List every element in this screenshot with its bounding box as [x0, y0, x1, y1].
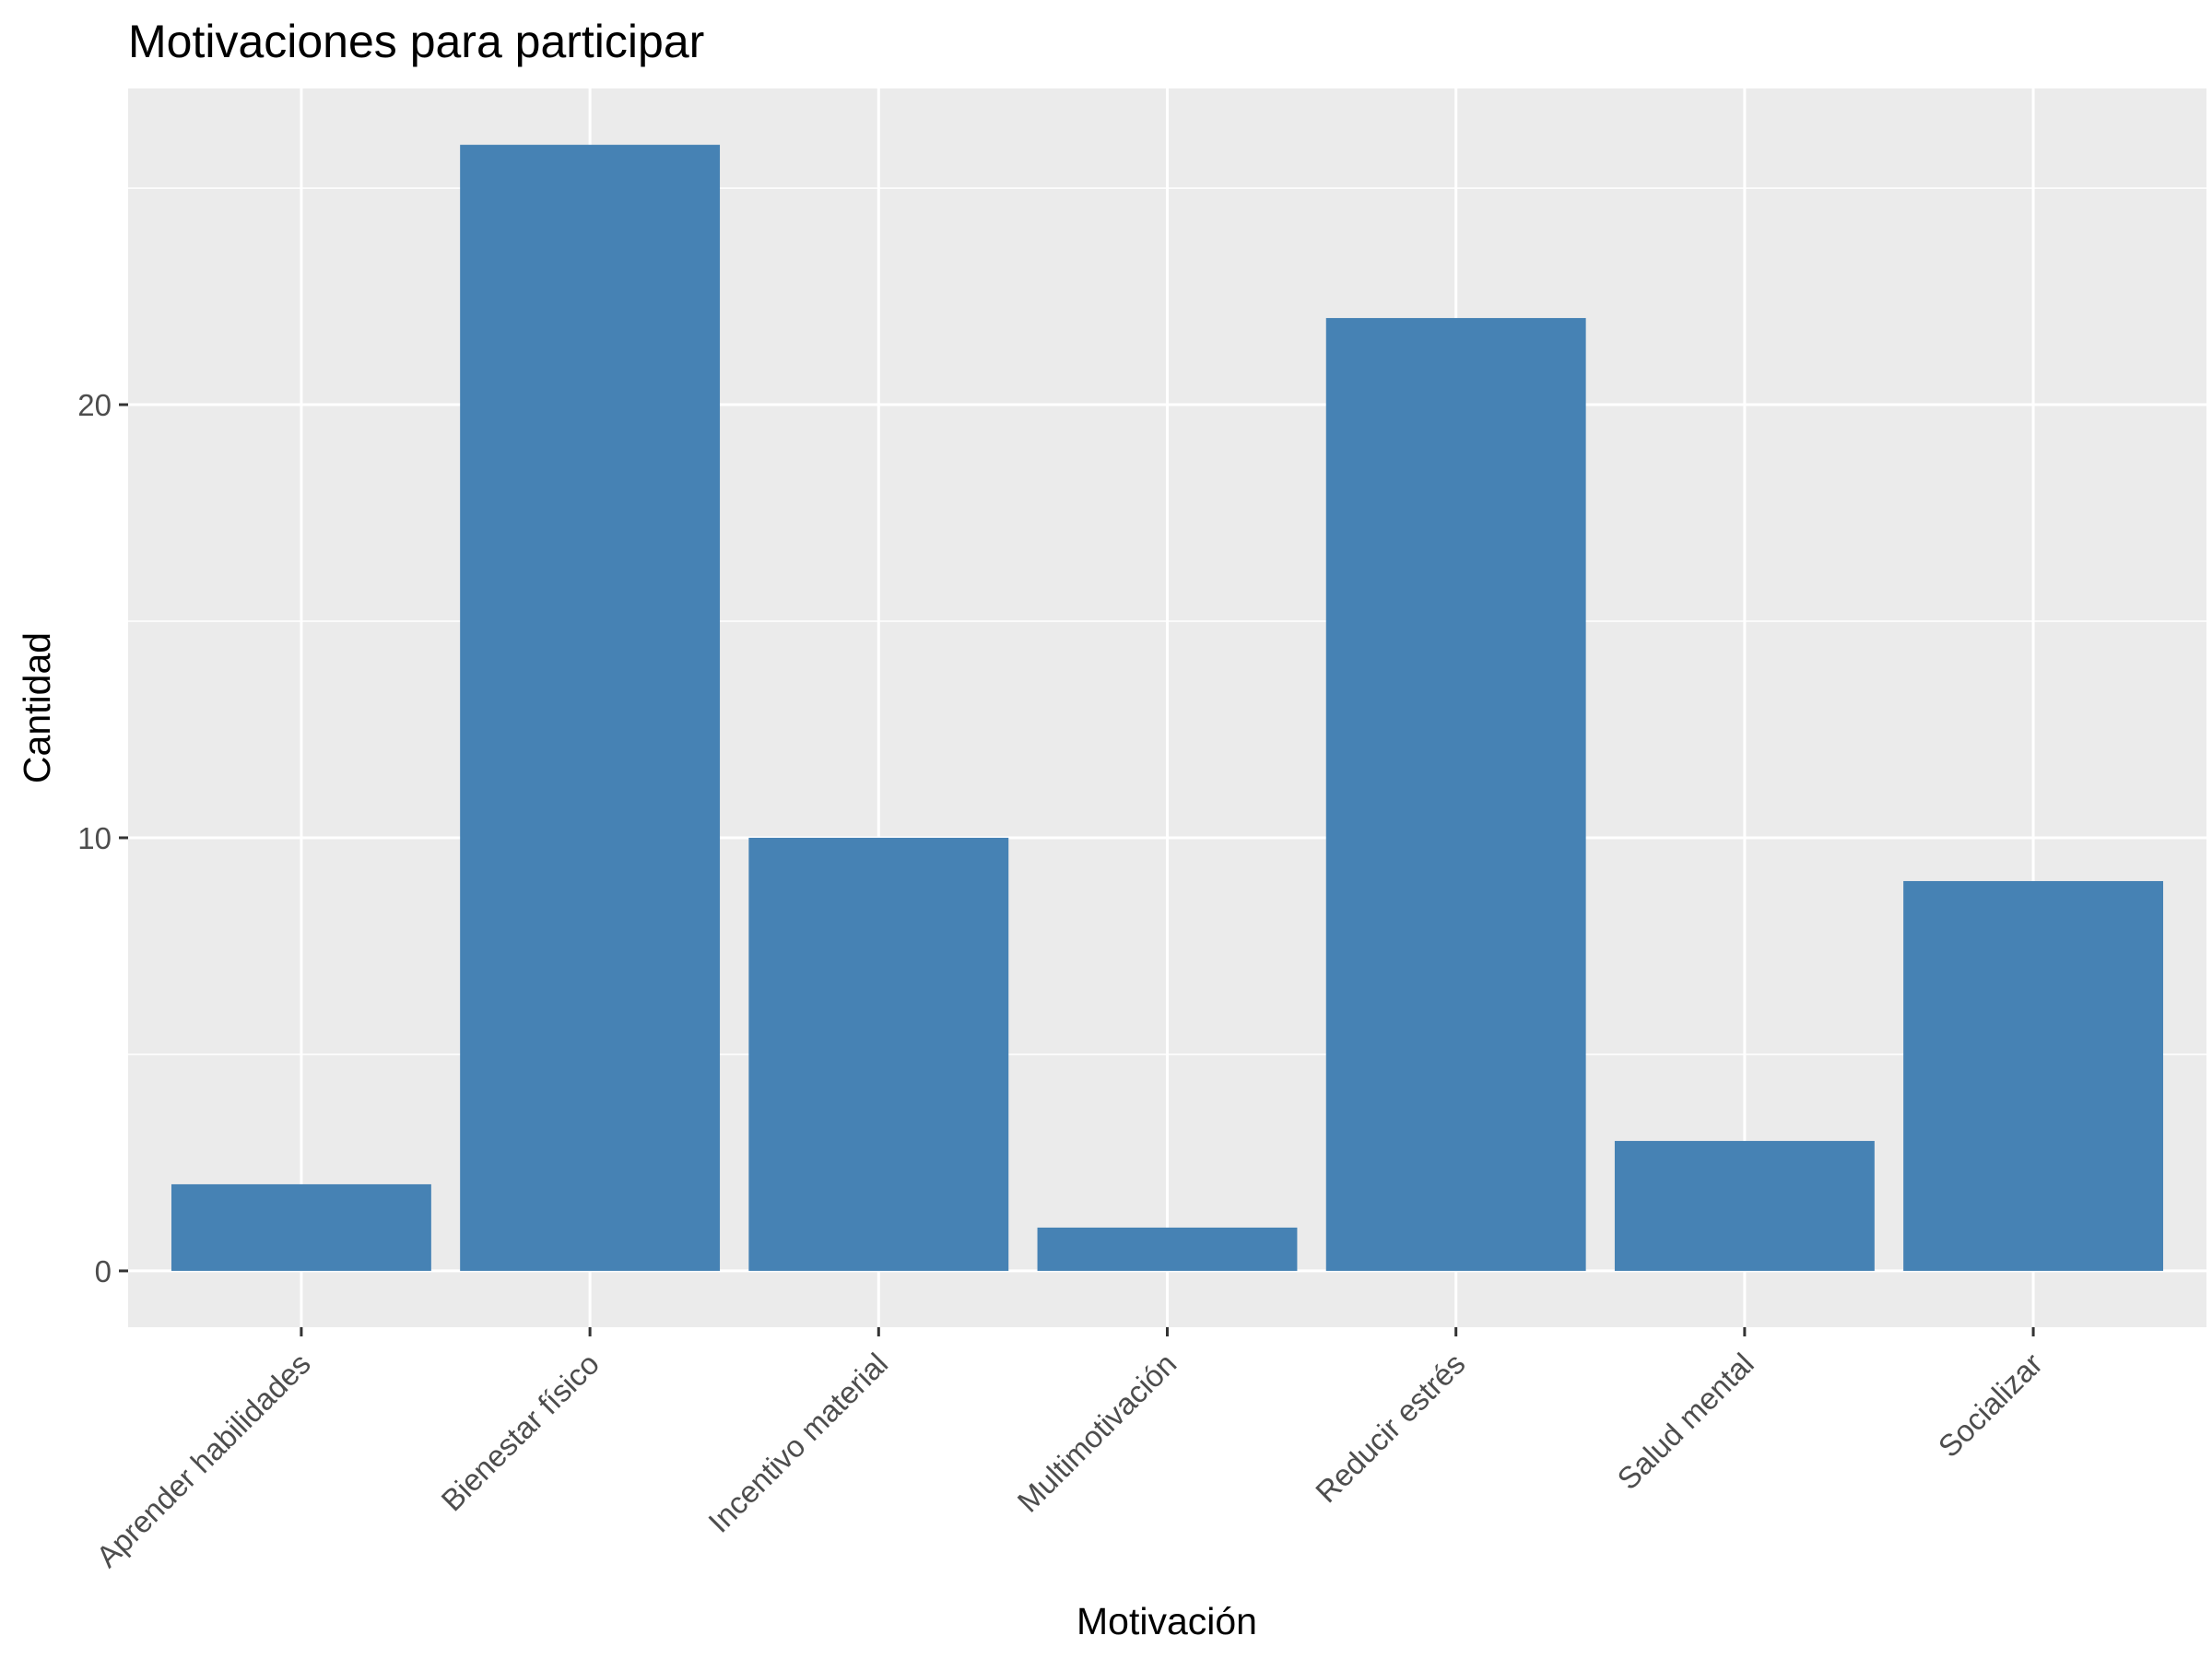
- y-tick-label: 10: [77, 821, 112, 855]
- bar: [748, 837, 1009, 1271]
- chart-title: Motivaciones para participar: [128, 16, 704, 67]
- x-axis: Aprender habilidades Bienestar físico Ince…: [89, 1327, 2049, 1573]
- y-axis-title: Cantidad: [16, 632, 58, 783]
- y-tick-label: 20: [77, 388, 112, 422]
- bar: [171, 1183, 431, 1271]
- x-tick-label: Incentivo material: [701, 1347, 894, 1539]
- x-tick-label: Salud mental: [1610, 1347, 1759, 1496]
- y-tick-label: 0: [95, 1254, 112, 1288]
- x-tick-label: Aprender habilidades: [89, 1347, 317, 1574]
- bars: [171, 145, 2164, 1271]
- y-axis: 0 10 20: [77, 388, 128, 1288]
- x-tick-label: Bienestar físico: [434, 1347, 606, 1518]
- bar: [1037, 1227, 1298, 1271]
- x-tick-label: Socializar: [1932, 1347, 2049, 1464]
- x-tick-label: Reducir estrés: [1309, 1347, 1472, 1510]
- bar: [1325, 318, 1586, 1271]
- x-tick-label: Multimotivación: [1010, 1347, 1182, 1519]
- bar: [460, 145, 721, 1271]
- bar: [1614, 1140, 1875, 1271]
- x-axis-title: Motivación: [1077, 1600, 1257, 1642]
- bar: [1903, 880, 2164, 1271]
